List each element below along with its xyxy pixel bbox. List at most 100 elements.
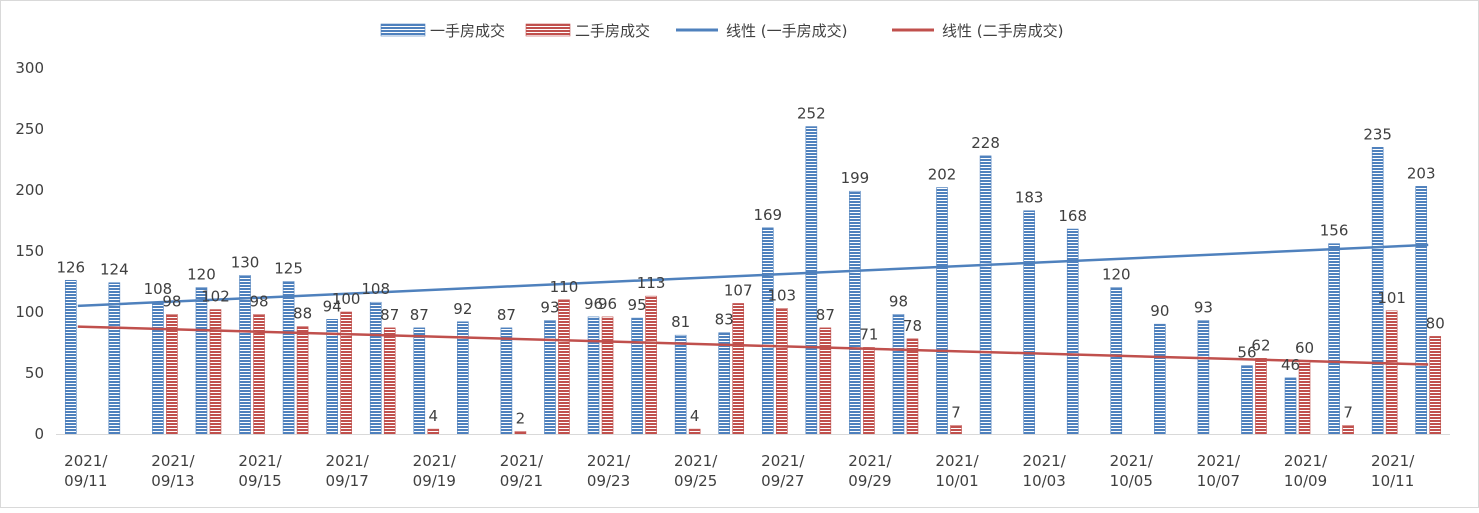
data-label: 62: [1251, 336, 1270, 354]
bar-series-1: [1110, 287, 1123, 435]
x-tick-label: 2021/09/11: [64, 452, 108, 490]
data-label: 87: [380, 306, 399, 324]
x-tick-label: 2021/09/27: [761, 452, 805, 490]
data-label: 108: [144, 280, 173, 298]
x-axis: 2021/09/11 2021/09/13 2021/09/15 2021/09/17…: [56, 434, 1450, 490]
data-label: 94: [323, 297, 342, 315]
bar-series-2: [1255, 358, 1267, 435]
bar-series-1: [805, 126, 818, 435]
bar-series-1: [64, 279, 77, 435]
bar-series-1: [152, 301, 164, 435]
legend-swatch-series-2: [525, 23, 571, 37]
data-label: 83: [715, 311, 734, 329]
trendline-series-1: [77, 243, 1429, 308]
data-label: 71: [859, 325, 878, 343]
data-label: 126: [56, 258, 85, 276]
x-tick-label: 2021/09/19: [413, 452, 457, 490]
bar-series-1: [1328, 243, 1340, 435]
data-label: 81: [671, 313, 690, 331]
bar-series-2: [863, 347, 875, 435]
legend-label-trend-2: 线性 (二手房成交): [942, 22, 1063, 40]
bar-series-2: [950, 425, 962, 435]
bar-series-2: [209, 309, 222, 435]
data-label: 87: [497, 306, 516, 324]
x-tick-label: 2021/09/25: [674, 452, 718, 490]
data-label: 202: [928, 166, 957, 184]
data-label: 2: [516, 410, 526, 428]
bar-series-1: [1415, 186, 1428, 435]
bar-series-1: [587, 316, 600, 435]
bar-series-2: [427, 428, 440, 435]
data-label: 93: [1194, 299, 1213, 317]
bar-series-2: [1342, 425, 1354, 435]
bar-series-2: [906, 338, 919, 435]
bar-series-2: [1298, 360, 1311, 435]
data-label: 120: [1102, 266, 1131, 284]
y-tick-label: 50: [25, 364, 44, 382]
data-label: 96: [584, 295, 603, 313]
data-label: 90: [1150, 302, 1169, 320]
x-tick-label: 2021/09/15: [238, 452, 282, 490]
x-tick-label: 2021/10/03: [1023, 452, 1067, 490]
data-label: 199: [841, 169, 870, 187]
chart-legend: 一手房成交 二手房成交 线性 (一手房成交) 线性 (二手房成交): [380, 22, 1063, 40]
bar-series-2: [1429, 336, 1442, 435]
data-label: 87: [816, 306, 835, 324]
y-tick-label: 200: [15, 181, 44, 199]
x-tick-label: 2021/10/01: [935, 452, 979, 490]
data-label: 78: [903, 317, 922, 335]
data-label: 125: [274, 260, 303, 278]
bar-series-1: [1023, 210, 1035, 435]
x-tick-label: 2021/09/13: [151, 452, 195, 490]
bar-series-1: [979, 155, 992, 435]
data-label: 252: [797, 105, 826, 123]
data-label: 4: [690, 407, 700, 425]
bar-series-2: [732, 303, 745, 435]
x-tick-label: 2021/10/09: [1284, 452, 1328, 490]
data-label: 7: [951, 403, 961, 421]
data-label: 98: [162, 292, 181, 310]
legend-swatch-series-1: [380, 23, 426, 37]
bar-series-1: [326, 319, 338, 435]
bar-series-1: [1241, 365, 1253, 435]
data-label: 93: [540, 299, 559, 317]
bar-series-2: [166, 314, 178, 435]
legend-label-series-1: 一手房成交: [430, 22, 505, 40]
bar-series-2: [601, 316, 614, 435]
data-label: 120: [187, 266, 216, 284]
data-label: 7: [1343, 403, 1353, 421]
bar-series-1: [500, 327, 513, 435]
data-label: 156: [1320, 222, 1349, 240]
data-label: 108: [361, 280, 390, 298]
data-label: 110: [550, 278, 579, 296]
data-label: 100: [332, 290, 361, 308]
bar-series-2: [340, 311, 352, 435]
data-label: 4: [429, 407, 439, 425]
data-label: 98: [889, 292, 908, 310]
bar-series-2: [819, 327, 832, 435]
data-label: 203: [1407, 164, 1436, 182]
legend-label-series-2: 二手房成交: [575, 22, 650, 40]
y-tick-label: 300: [15, 59, 44, 77]
x-tick-label: 2021/10/05: [1110, 452, 1154, 490]
data-label: 169: [753, 206, 782, 224]
data-label: 235: [1363, 125, 1392, 143]
data-label-group: 126 124 108 120 130 125 94 108 87 92 87 93 96 95 81 83 1…: [56, 105, 1444, 428]
data-label: 228: [971, 134, 1000, 152]
data-label: 98: [249, 292, 268, 310]
bar-series-1: [413, 327, 426, 435]
bar-series-1: [631, 317, 643, 435]
data-label: 130: [231, 253, 260, 271]
x-tick-label: 2021/09/17: [326, 452, 370, 490]
bar-series-2: [383, 327, 396, 435]
legend-label-trend-1: 线性 (一手房成交): [726, 22, 847, 40]
bar-series-2: [688, 428, 701, 435]
x-tick-label: 2021/09/23: [587, 452, 631, 490]
bar-series-2: [514, 431, 527, 435]
x-tick-label: 2021/09/29: [848, 452, 892, 490]
bar-series-1: [849, 190, 861, 435]
bar-series-2: [1385, 310, 1398, 435]
data-label: 113: [637, 274, 666, 292]
